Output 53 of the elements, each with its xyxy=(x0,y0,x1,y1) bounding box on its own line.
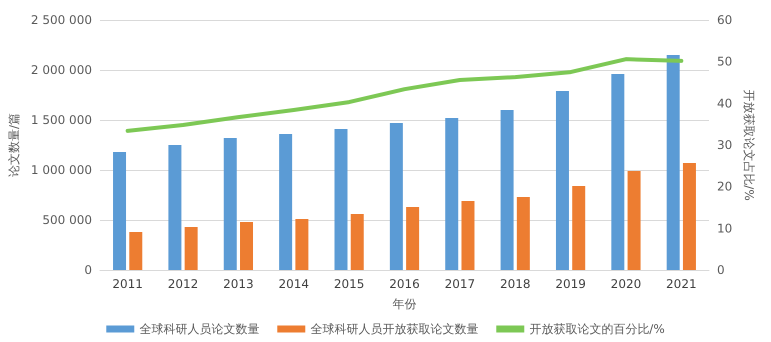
bar xyxy=(350,214,364,270)
x-tick-label: 2014 xyxy=(278,277,310,291)
x-tick-label: 2020 xyxy=(610,277,642,291)
y2-tick-label: 20 xyxy=(717,180,732,194)
bar xyxy=(334,129,348,270)
bar xyxy=(113,152,126,270)
x-tick-label: 2018 xyxy=(500,277,530,291)
y2-tick-label: 50 xyxy=(717,54,732,69)
bar xyxy=(611,74,624,270)
y-tick-label: 2 000 000 xyxy=(30,63,92,77)
legend-label: 开放获取论文的百分比/% xyxy=(529,322,665,336)
x-tick-label: 2017 xyxy=(444,277,476,291)
bar xyxy=(628,171,641,270)
y2-tick-label: 40 xyxy=(717,96,732,110)
y-tick-label: 1 000 000 xyxy=(30,163,92,177)
y-tick-label: 500 000 xyxy=(42,213,92,227)
bar xyxy=(461,201,474,270)
legend-label: 全球科研人员开放获取论文数量 xyxy=(310,322,478,336)
x-tick-label: 2013 xyxy=(223,277,254,291)
x-tick-label: 2012 xyxy=(168,277,198,291)
bar xyxy=(279,134,292,270)
bar xyxy=(168,145,182,270)
bar xyxy=(406,207,420,270)
y-tick-label: 2 500 000 xyxy=(30,13,92,27)
line-series xyxy=(126,57,684,133)
y2-tick-label: 30 xyxy=(717,138,732,152)
bar xyxy=(556,91,569,270)
x-tick-label: 2015 xyxy=(334,277,364,291)
x-tick-label: 2016 xyxy=(389,277,420,291)
bar xyxy=(129,232,142,270)
x-axis-title: 年份 xyxy=(392,297,416,311)
bar xyxy=(572,186,586,270)
bar xyxy=(666,55,680,270)
y-axis-title: 论文数量/篇 xyxy=(7,112,21,178)
bar xyxy=(390,123,403,270)
bar xyxy=(445,118,458,270)
x-tick-label: 2021 xyxy=(666,277,697,291)
bar xyxy=(295,219,308,270)
legend-label: 全球科研人员论文数量 xyxy=(139,322,260,336)
bar xyxy=(240,222,254,270)
bar xyxy=(224,138,237,270)
bar xyxy=(500,110,514,270)
x-tick-label: 2011 xyxy=(112,277,143,291)
bar xyxy=(682,163,696,270)
y-tick-label: 1 500 000 xyxy=(30,113,92,127)
y2-tick-label: 60 xyxy=(717,13,732,27)
y2-axis-title: 开放获取论文占比/% xyxy=(742,89,756,201)
y2-tick-label: 10 xyxy=(717,221,732,236)
x-tick-label: 2019 xyxy=(555,277,586,291)
bar xyxy=(516,197,530,270)
y2-tick-label: 0 xyxy=(717,263,725,277)
bar xyxy=(184,227,198,270)
y-tick-label: 0 xyxy=(84,263,92,277)
